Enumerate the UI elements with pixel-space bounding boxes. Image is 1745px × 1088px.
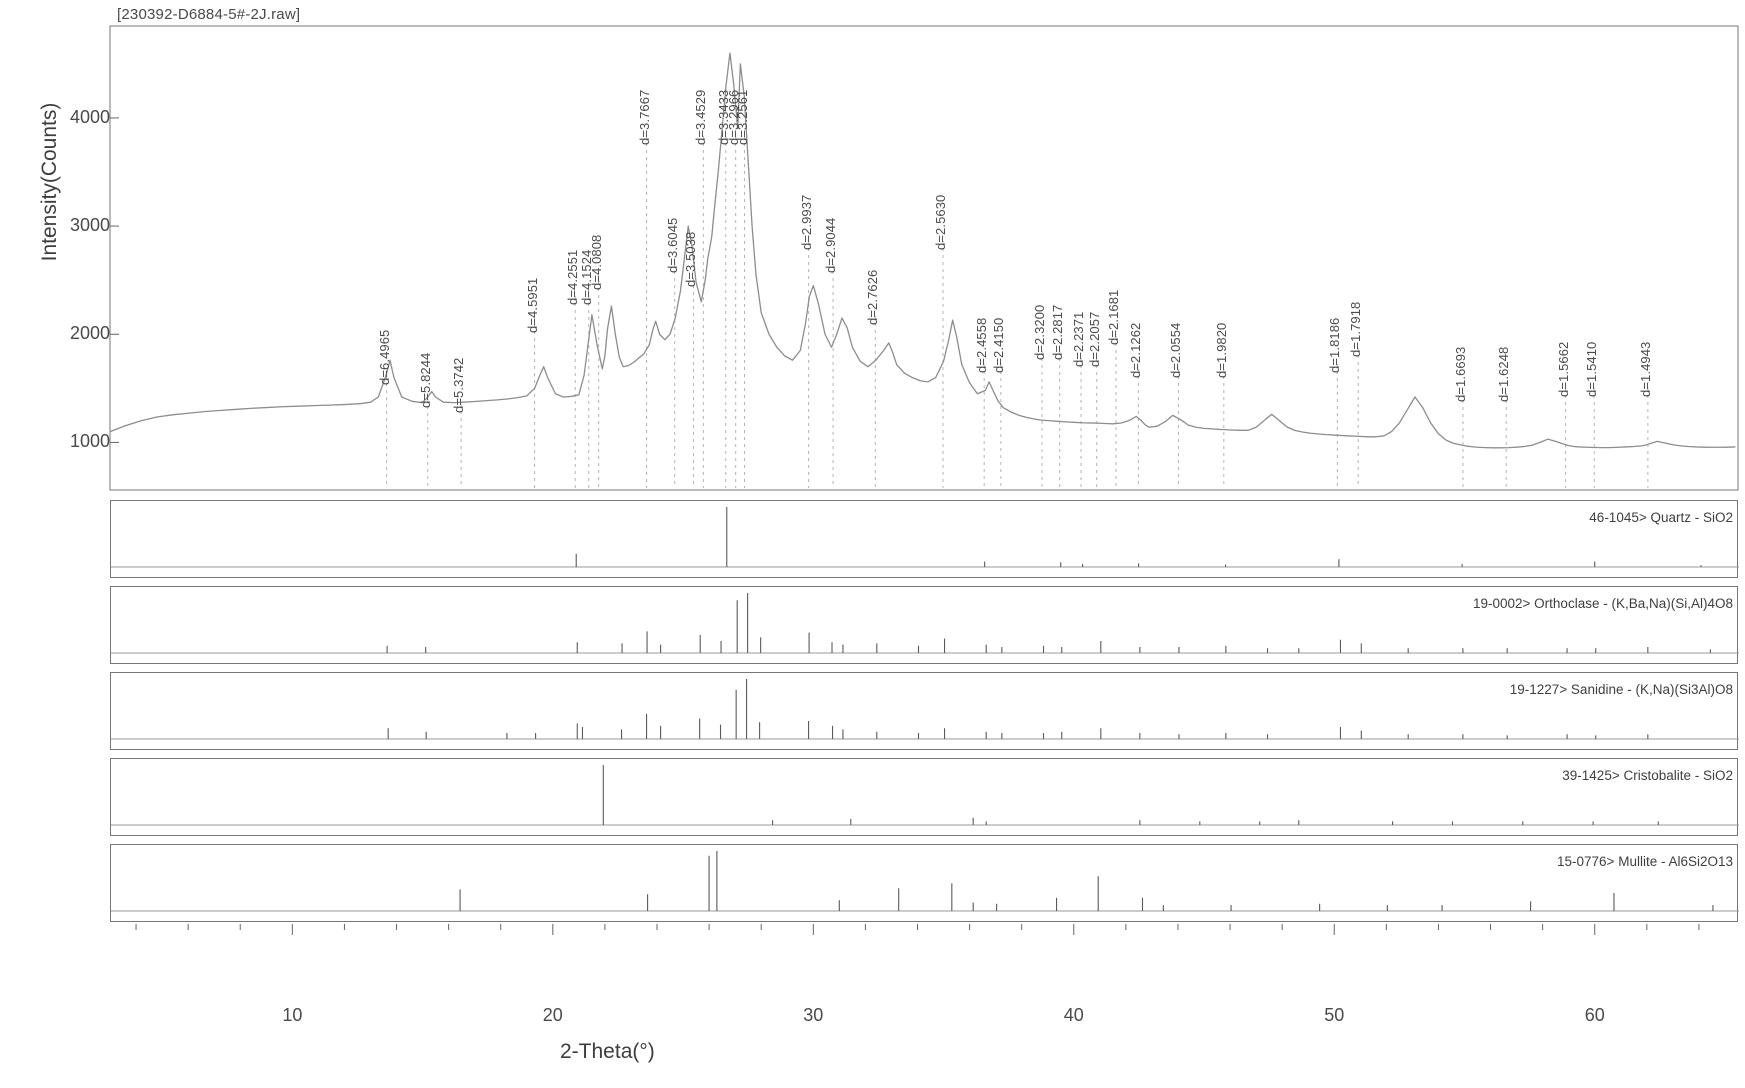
reference-phase-label: 39-1425> Cristobalite - SiO2 <box>1562 768 1733 783</box>
peak-d-spacing-label: d=2.2371 <box>1071 312 1086 367</box>
reference-stick-pattern <box>111 501 1739 579</box>
peak-d-spacing-label: d=1.5662 <box>1556 342 1571 397</box>
peak-d-spacing-label: d=1.6248 <box>1496 347 1511 402</box>
peak-d-spacing-label: d=3.5038 <box>683 232 698 287</box>
peak-d-spacing-label: d=1.4943 <box>1638 342 1653 397</box>
xrd-diffractogram-page: [230392-D6884-5#-2J.raw] Intensity(Count… <box>0 0 1745 1088</box>
peak-d-spacing-label: d=2.5630 <box>933 195 948 250</box>
reference-stick-pattern <box>111 759 1739 837</box>
peak-d-spacing-label: d=3.2561 <box>735 90 750 145</box>
peak-d-spacing-label: d=1.7918 <box>1348 302 1363 357</box>
peak-d-spacing-label: d=2.9937 <box>799 195 814 250</box>
peak-d-spacing-label: d=2.0554 <box>1168 323 1183 378</box>
peak-d-spacing-label: d=1.6693 <box>1453 347 1468 402</box>
x-axis-tickmarks <box>0 922 1745 962</box>
reference-stick-pattern <box>111 673 1739 751</box>
reference-panel[interactable] <box>110 844 1738 922</box>
peak-d-spacing-label: d=2.1262 <box>1128 323 1143 378</box>
peak-d-spacing-label: d=4.5951 <box>525 278 540 333</box>
peak-d-spacing-label: d=1.5410 <box>1584 342 1599 397</box>
scan-trace <box>110 53 1735 448</box>
peak-d-spacing-label: d=2.4150 <box>991 318 1006 373</box>
reference-phase-label: 15-0776> Mullite - Al6Si2O13 <box>1557 854 1733 869</box>
peak-d-spacing-label: d=4.0808 <box>589 235 604 290</box>
peak-d-spacing-label: d=4.2551 <box>565 250 580 305</box>
peak-d-spacing-label: d=3.6045 <box>665 218 680 273</box>
reference-phase-label: 19-1227> Sanidine - (K,Na)(Si3Al)O8 <box>1510 682 1733 697</box>
reference-phase-label: 19-0002> Orthoclase - (K,Ba,Na)(Si,Al)4O… <box>1473 596 1733 611</box>
peak-d-spacing-label: d=2.7626 <box>865 270 880 325</box>
peak-d-spacing-label: d=2.4558 <box>974 318 989 373</box>
reference-panel[interactable] <box>110 758 1738 836</box>
peak-d-spacing-label: d=2.9044 <box>823 218 838 273</box>
reference-panel[interactable] <box>110 500 1738 578</box>
peak-d-spacing-label: d=6.4965 <box>377 330 392 385</box>
peak-d-spacing-label: d=5.3742 <box>451 358 466 413</box>
peak-d-spacing-label: d=2.1681 <box>1106 290 1121 345</box>
reference-panel[interactable] <box>110 672 1738 750</box>
peak-d-spacing-label: d=3.4529 <box>693 90 708 145</box>
reference-phase-label: 46-1045> Quartz - SiO2 <box>1589 510 1733 525</box>
peak-d-spacing-label: d=2.2057 <box>1087 312 1102 367</box>
peak-d-spacing-label: d=1.9820 <box>1214 323 1229 378</box>
peak-d-spacing-label: d=2.2817 <box>1050 305 1065 360</box>
peak-d-spacing-label: d=3.7667 <box>637 90 652 145</box>
peak-d-spacing-label: d=2.3200 <box>1032 305 1047 360</box>
peak-d-spacing-label: d=1.8186 <box>1327 318 1342 373</box>
reference-stick-pattern <box>111 845 1739 923</box>
peak-d-spacing-label: d=5.8244 <box>418 353 433 408</box>
